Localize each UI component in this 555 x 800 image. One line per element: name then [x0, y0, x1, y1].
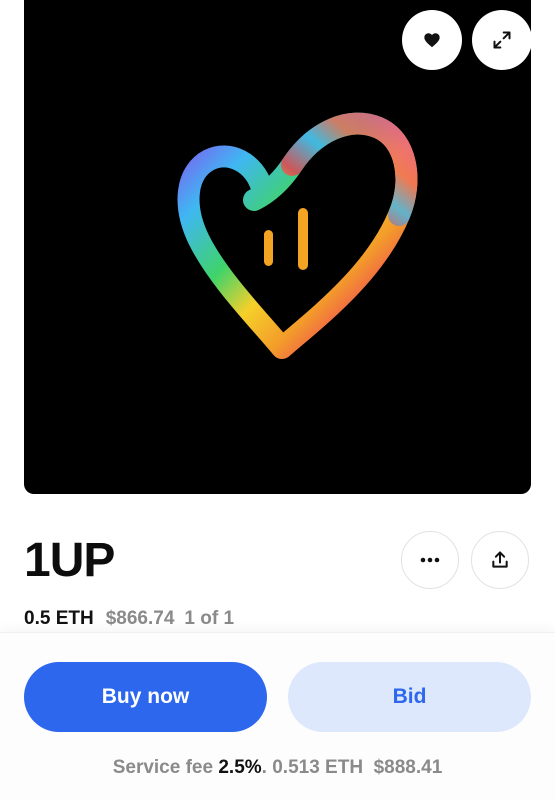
ellipsis-icon: [420, 557, 440, 563]
buy-now-button[interactable]: Buy now: [24, 662, 267, 732]
heart-icon: [424, 33, 440, 48]
price-usd: $866.74: [105, 608, 175, 629]
service-fee-separator: .: [261, 757, 267, 778]
price-row: 0.5 ETH $866.74 1 of 1: [24, 608, 234, 630]
rainbow-heart-icon: [177, 112, 418, 359]
nft-artwork[interactable]: [24, 0, 531, 494]
edition-count: 1 of 1: [184, 608, 235, 629]
favorite-button[interactable]: [402, 10, 462, 70]
service-fee-total-eth: 0.513 ETH: [272, 757, 364, 778]
service-fee-percent: 2.5%: [218, 757, 262, 778]
share-upload-icon: [492, 551, 508, 568]
service-fee-total-usd: $888.41: [373, 757, 443, 778]
more-options-button[interactable]: [401, 531, 459, 589]
item-title: 1UP: [24, 534, 115, 587]
service-fee-label: Service fee: [112, 757, 214, 778]
expand-arrows-icon: [493, 31, 511, 49]
share-button[interactable]: [471, 531, 529, 589]
bid-button[interactable]: Bid: [288, 662, 531, 732]
expand-button[interactable]: [472, 10, 531, 70]
service-fee-row: Service fee 2.5%. 0.513 ETH $888.41: [0, 757, 555, 779]
price-eth: 0.5 ETH: [24, 608, 94, 629]
